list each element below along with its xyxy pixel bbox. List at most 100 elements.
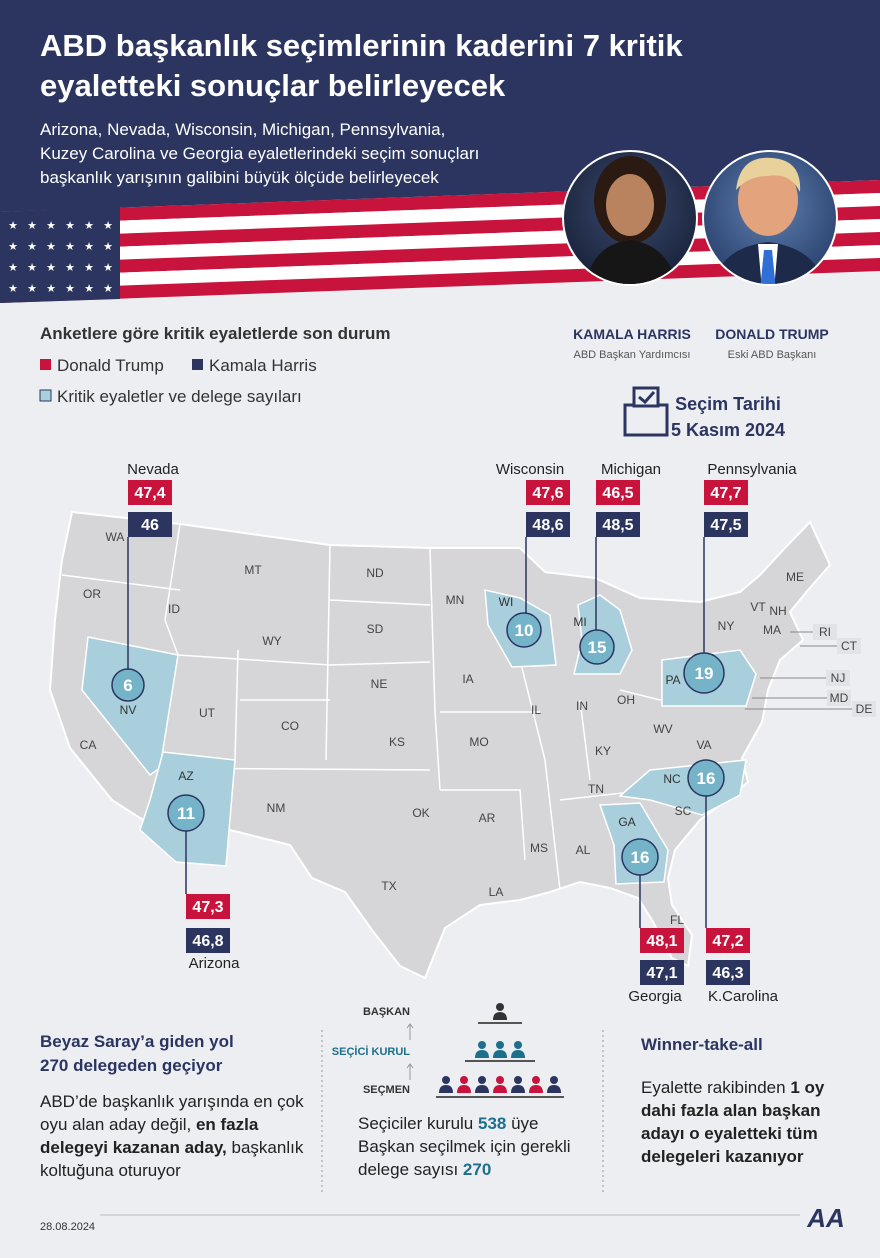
person-body [457,1085,471,1093]
state-abbr: PA [665,673,680,687]
candidate-role: Eski ABD Başkanı [728,349,817,361]
state-abbr: AZ [178,769,193,783]
state-label: MD [830,691,849,705]
text: başkanlık koltuğuna oturuyor [40,1138,304,1180]
state-label: AL [576,843,591,857]
pyramid [436,1003,564,1098]
title: ABD başkanlık seçimlerinin kaderini 7 kr… [40,28,683,63]
state-label: MN [446,593,465,607]
flag-star: ★ [65,220,75,232]
subtitle: Kuzey Carolina ve Georgia eyaletlerindek… [40,144,479,163]
delegate-circle [683,652,725,694]
flag-star: ★ [103,283,113,295]
trump-poll: 47,6 [532,485,563,502]
trump-box [706,928,750,953]
state-label: WA [106,530,125,544]
harris-photo [562,150,698,286]
trump-poll: 47,7 [710,485,741,502]
person-body [475,1085,489,1093]
delegate-count: 16 [631,848,650,867]
number: 538 [478,1114,507,1133]
state-label: WV [653,722,672,736]
state-label: NH [769,604,786,618]
delegate-circle [111,668,145,702]
delegate-count: 19 [695,664,714,683]
state-label: MO [469,735,488,749]
state-abbr: GA [618,815,635,829]
section-body: Eyalette rakibinden 1 oy dahi fazla alan… [641,1076,851,1168]
pyramid-bar [436,1096,564,1098]
text: Eyalette rakibinden [641,1078,791,1097]
delegate-circle [687,759,725,797]
state-name: Michigan [601,461,661,478]
flag-star: ★ [8,262,18,274]
trump-poll: 47,4 [134,485,165,502]
flag-star: ★ [46,241,56,253]
state-label: FL [670,913,684,927]
harris-poll: 46 [141,517,159,534]
state-name: Wisconsin [496,461,564,478]
harris-poll: 46,3 [712,965,743,982]
election-label: Seçim Tarihi [675,394,781,414]
person-body [475,1050,489,1058]
pyramid-level: SEÇMEN [363,1084,410,1096]
flag-star: ★ [8,241,18,253]
state-name: Nevada [127,461,179,478]
person-body [529,1085,543,1093]
flag-star: ★ [46,220,56,232]
legend-swatch [40,359,51,370]
harris-poll: 47,1 [646,965,677,982]
harris-poll: 48,6 [532,517,563,534]
person-body [511,1085,525,1093]
person-head [514,1076,522,1084]
person-body [493,1012,507,1020]
delegate-circle [579,629,615,665]
flag-star: ★ [84,262,94,274]
legend-item: Kamala Harris [209,356,317,375]
state-abbr: MI [573,615,586,629]
state-label: CA [80,738,97,752]
trump-box [704,480,748,505]
state-name: Georgia [628,988,682,1005]
trump-poll: 48,1 [646,933,677,950]
state-label: NJ [831,671,846,685]
person-head [478,1041,486,1049]
emphasis: 1 oy dahi fazla alan başkan adayı o eyal… [641,1078,825,1166]
state-label: UT [199,706,216,720]
text: Seçiciler kurulu [358,1114,478,1133]
state-abbr: NC [663,772,681,786]
state-label: NE [371,677,388,691]
person-body [439,1085,453,1093]
person-head [496,1076,504,1084]
title: eyaletteki sonuçlar belirleyecek [40,68,506,103]
state-label: ME [786,570,804,584]
state-name: Pennsylvania [707,461,797,478]
person-body [547,1085,561,1093]
delegate-count: 6 [123,676,132,695]
state-label: NM [267,801,286,815]
harris-box [596,512,640,537]
state-label: MT [244,563,262,577]
state-label: TN [588,782,604,796]
state-abbr: WI [499,595,514,609]
state-label: CT [841,639,858,653]
state-label: MS [530,841,548,855]
person-head [496,1003,504,1011]
subtitle: başkanlık yarışının galibini büyük ölçüd… [40,168,439,187]
person-head [550,1076,558,1084]
flag-star: ★ [27,283,37,295]
state-label: SD [367,622,384,636]
state-label: NY [718,619,735,633]
title-line: 270 delegeden geçiyor [40,1056,223,1075]
state-label: TX [381,879,396,893]
candidate-name: DONALD TRUMP [715,326,829,342]
person-head [478,1076,486,1084]
legend-item: Kritik eyaletler ve delege sayıları [57,387,302,406]
state-labels: WA OR CA ID MT WY UT CO NM ND SD NE KS OK TX MN IA MO AR LA… [80,530,876,927]
state-abbr: NV [120,703,137,717]
state-label: IL [531,703,541,717]
harris-poll: 47,5 [710,517,741,534]
